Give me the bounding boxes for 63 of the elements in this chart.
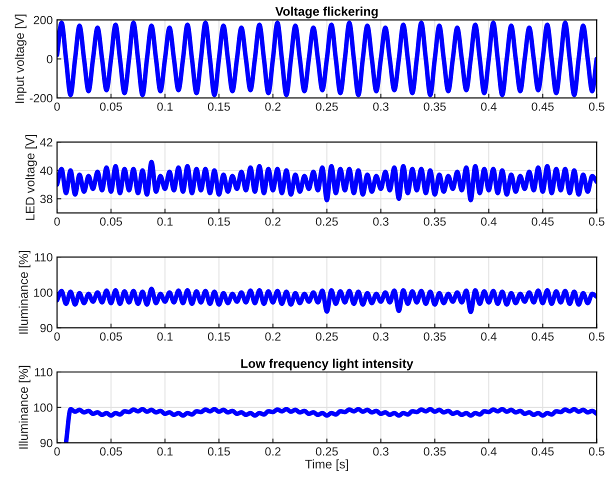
y-tick-label: 38 xyxy=(40,194,52,204)
x-tick-label: 0 xyxy=(54,447,60,456)
x-tick-label: 0.25 xyxy=(316,102,338,111)
x-tick-label: 0.2 xyxy=(265,332,281,341)
x-tick-label: 0.45 xyxy=(532,102,554,111)
x-tick-label: 0.5 xyxy=(588,217,604,226)
x-tick-label: 0.5 xyxy=(588,447,604,456)
y-tick-label: -200 xyxy=(30,94,52,102)
x-tick-label: 0.05 xyxy=(100,217,122,226)
x-tick-label: 0.4 xyxy=(481,447,497,456)
x-tick-label: 0.5 xyxy=(588,102,604,111)
y-tick-label: 40 xyxy=(40,166,52,175)
x-tick-label: 0.45 xyxy=(532,217,554,226)
x-tick-label: 0.15 xyxy=(208,447,230,456)
x-tick-label: 0.35 xyxy=(424,102,446,111)
x-tick-label: 0.3 xyxy=(373,102,389,111)
x-tick-label: 0.05 xyxy=(100,447,122,456)
x-tick-label: 0.1 xyxy=(157,102,173,111)
x-tick-label: 0.4 xyxy=(481,217,497,226)
x-tick-label: 0.45 xyxy=(532,332,554,341)
x-tick-label: 0 xyxy=(54,217,60,226)
x-tick-label: 0.35 xyxy=(424,447,446,456)
x-tick-label: 0.4 xyxy=(481,102,497,111)
x-tick-label: 0.15 xyxy=(208,332,230,341)
x-tick-label: 0.3 xyxy=(373,332,389,341)
x-tick-label: 0 xyxy=(54,332,60,341)
x-tick-label: 0.2 xyxy=(265,217,281,226)
y-axis-title: LED voltage [V] xyxy=(25,134,37,220)
x-tick-label: 0.25 xyxy=(316,217,338,226)
x-tick-label: 0.2 xyxy=(265,102,281,111)
x-axis-title: Time [s] xyxy=(305,459,348,472)
y-tick-label: 200 xyxy=(34,16,52,24)
y-tick-label: 110 xyxy=(34,368,52,376)
x-tick-label: 0.1 xyxy=(157,217,173,226)
x-tick-label: 0.4 xyxy=(481,332,497,341)
x-tick-label: 0.3 xyxy=(373,447,389,456)
y-tick-label: 100 xyxy=(34,403,52,412)
x-tick-label: 0.1 xyxy=(157,447,173,456)
y-tick-label: 42 xyxy=(40,138,52,146)
x-tick-label: 0.2 xyxy=(265,447,281,456)
y-tick-label: 90 xyxy=(40,438,52,448)
x-tick-label: 0.45 xyxy=(532,447,554,456)
x-tick-label: 0.1 xyxy=(157,332,173,341)
chart-title: Voltage flickering xyxy=(275,6,378,18)
x-tick-label: 0.25 xyxy=(316,332,338,341)
y-tick-label: 110 xyxy=(34,253,52,262)
x-tick-label: 0 xyxy=(54,102,60,111)
x-tick-label: 0.5 xyxy=(588,332,604,341)
y-axis-title: Input voltage [V] xyxy=(14,14,26,103)
y-tick-label: 90 xyxy=(40,324,52,332)
x-tick-label: 0.25 xyxy=(316,447,338,456)
y-axis-title: Illuminance [%] xyxy=(18,366,30,449)
x-tick-label: 0.05 xyxy=(100,332,122,341)
x-tick-label: 0.15 xyxy=(208,102,230,111)
chart-title: Low frequency light intensity xyxy=(241,358,414,370)
y-tick-label: 100 xyxy=(34,288,52,297)
y-axis-title: Illuminance [%] xyxy=(18,250,30,334)
x-tick-label: 0.15 xyxy=(208,217,230,226)
x-tick-label: 0.35 xyxy=(424,217,446,226)
x-tick-label: 0.35 xyxy=(424,332,446,341)
y-tick-label: 0 xyxy=(46,54,52,64)
x-tick-label: 0.3 xyxy=(373,217,389,226)
x-tick-label: 0.05 xyxy=(100,102,122,111)
